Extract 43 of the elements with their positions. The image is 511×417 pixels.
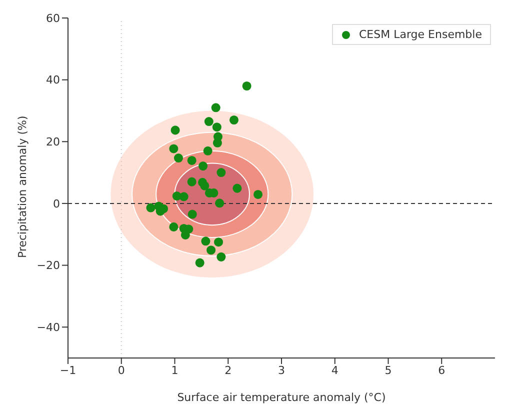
point: [232, 184, 242, 193]
point: [214, 238, 224, 247]
point: [211, 103, 220, 112]
point: [242, 81, 252, 91]
point: [216, 168, 226, 178]
point: [201, 236, 210, 246]
y-tick-label: 20: [46, 136, 60, 149]
point: [187, 156, 196, 165]
legend-label: CESM Large Ensemble: [359, 28, 482, 41]
point: [179, 192, 188, 202]
x-tick-label: 1: [171, 364, 178, 377]
y-tick-label: −40: [36, 320, 60, 334]
point: [203, 146, 212, 156]
y-tick-label: −20: [36, 259, 60, 272]
point: [204, 117, 214, 126]
point: [254, 190, 263, 199]
point: [206, 246, 216, 255]
point: [187, 177, 196, 186]
point: [146, 203, 156, 212]
x-tick-label: 4: [331, 364, 338, 377]
point: [169, 144, 178, 154]
y-tick-label: 40: [46, 74, 60, 87]
point: [198, 162, 208, 171]
point: [229, 115, 239, 125]
point: [170, 126, 180, 135]
y-tick-label: 0: [53, 197, 60, 210]
point: [216, 252, 226, 262]
x-axis-title: Surface air temperature anomaly (°C): [177, 391, 386, 404]
point: [169, 222, 178, 232]
x-tick-label: 5: [384, 364, 392, 377]
y-tick-label: 60: [46, 12, 60, 25]
x-tick-label: 0: [118, 364, 125, 377]
point: [195, 258, 204, 268]
point: [215, 198, 224, 208]
point: [174, 154, 183, 163]
x-tick-label: 6: [438, 364, 446, 377]
point: [188, 210, 197, 219]
point: [212, 122, 222, 132]
x-tick-label: 2: [224, 364, 232, 377]
point: [200, 181, 210, 190]
x-tick-label: −1: [60, 364, 76, 377]
y-axis-title: Precipitation anomaly (%): [16, 116, 29, 258]
x-tick-label: 3: [278, 364, 285, 377]
